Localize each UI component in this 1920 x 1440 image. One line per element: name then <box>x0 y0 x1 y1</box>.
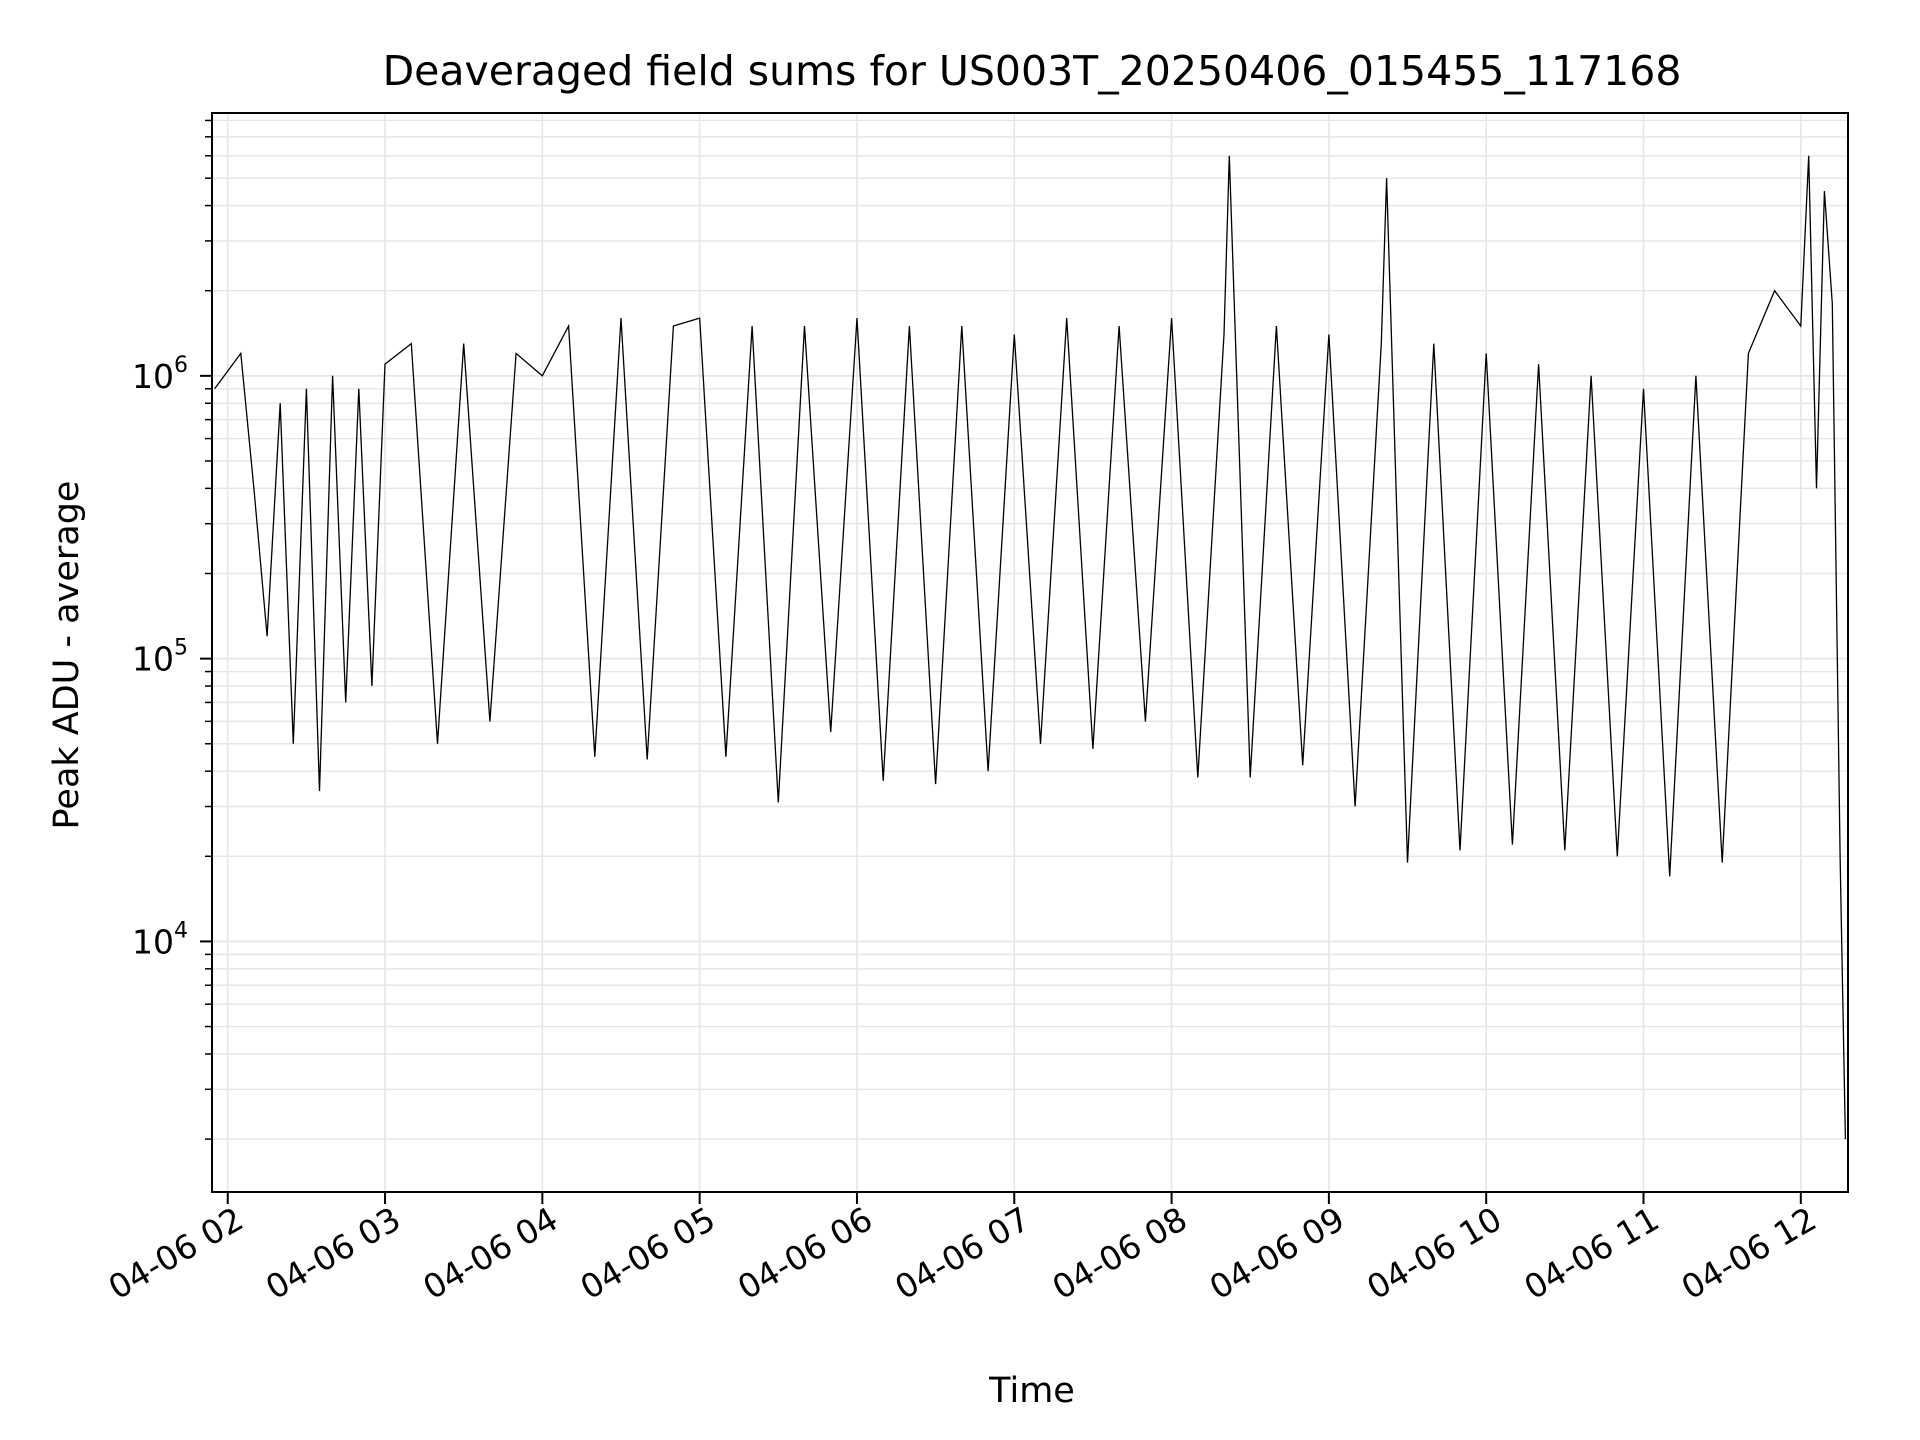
y-tick-exponent: 4 <box>174 918 188 943</box>
series-line-0 <box>214 155 1847 1140</box>
y-tick-exponent: 5 <box>174 636 188 661</box>
y-tick-label: 105 <box>132 636 188 679</box>
y-axis-label: Peak ADU - average <box>47 481 87 830</box>
y-tick-exponent: 6 <box>174 353 188 378</box>
y-tick-base: 10 <box>132 640 174 679</box>
y-tick-label: 106 <box>132 353 188 396</box>
y-tick-label: 104 <box>132 918 188 961</box>
chart-title: Deaveraged field sums for US003T_2025040… <box>383 47 1682 95</box>
y-tick-base: 10 <box>132 357 174 396</box>
plot-frame <box>211 112 1849 1193</box>
grid <box>212 113 1848 1192</box>
y-tick-base: 10 <box>132 922 174 961</box>
data-layer <box>214 155 1847 1140</box>
x-axis-label: Time <box>988 1371 1075 1411</box>
